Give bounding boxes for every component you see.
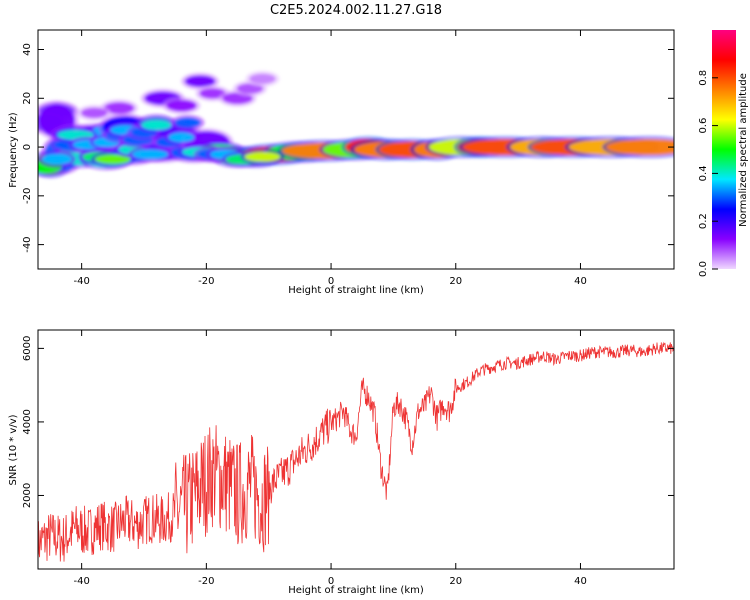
spectrogram-cell	[132, 149, 169, 160]
spectrogram-cell	[41, 153, 72, 165]
x-tick-label: 0	[328, 576, 334, 587]
colorbar-tick-label: 0.2	[698, 213, 709, 229]
snr-frame	[37, 329, 675, 570]
snr-marks	[38, 341, 674, 569]
x-tick-label: 40	[574, 576, 587, 587]
spectrogram-cell	[166, 100, 197, 112]
figure-title: C2E5.2024.002.11.27.G18	[270, 3, 442, 18]
spectrogram-cell	[81, 107, 108, 118]
x-tick-label: 20	[449, 576, 462, 587]
colorbar-tick-label: 0.4	[698, 165, 709, 181]
x-tick-label: 0	[328, 276, 334, 287]
spectrogram-marks	[38, 70, 674, 178]
spectrogram-cell	[185, 75, 216, 87]
spectrogram-x-label: Height of straight line (km)	[288, 285, 424, 296]
y-tick-label: -40	[22, 236, 33, 252]
colorbar-gradient	[712, 30, 736, 269]
snr-ticks: -40 -20 0 20 40 2000 4000 6000	[22, 330, 674, 587]
colorbar-tick-label: 0.8	[698, 70, 709, 86]
colorbar-label: Normalized spectral amplitude	[738, 73, 749, 227]
spectrogram-cell	[244, 151, 281, 162]
y-tick-label: -20	[22, 188, 33, 204]
y-tick-label: 20	[22, 92, 33, 105]
x-tick-label: -40	[73, 276, 89, 287]
y-tick-label: 0	[22, 144, 33, 150]
snr-y-label: SNR (10 * v/v)	[8, 414, 19, 485]
spectrogram-frame	[37, 29, 675, 270]
colorbar-tick-label: 0.6	[698, 118, 709, 134]
y-tick-label: 2000	[22, 483, 33, 508]
spectrogram-y-label: Frequency (Hz)	[8, 112, 19, 188]
spectrogram-cell	[168, 132, 195, 143]
colorbar-tick-label: 0.0	[698, 261, 709, 277]
snr-plot-area	[38, 330, 674, 569]
spectrogram-cell	[174, 117, 201, 128]
y-tick-label: 4000	[22, 409, 33, 434]
spectrogram-cell	[94, 154, 131, 165]
colorbar-ticks: 0.0 0.2 0.4 0.6 0.8	[698, 70, 718, 277]
snr-x-label: Height of straight line (km)	[288, 585, 424, 596]
x-tick-label: -20	[198, 576, 214, 587]
spectrogram-cell	[104, 102, 135, 114]
spectrogram-cell	[199, 88, 226, 99]
x-tick-label: 20	[449, 276, 462, 287]
spectrogram-cell	[249, 73, 276, 84]
x-tick-label: -20	[198, 276, 214, 287]
spectrogram-cell	[141, 120, 172, 131]
y-tick-label: 40	[22, 43, 33, 56]
spectrogram-cell	[606, 139, 674, 155]
x-tick-label: 40	[574, 276, 587, 287]
spectrogram-ticks: -40 -20 0 20 40 -40 -20 0 20 40	[22, 30, 674, 287]
snr-panel: -40 -20 0 20 40 2000 4000 6000 Height of straig…	[8, 329, 675, 596]
x-tick-label: -40	[73, 576, 89, 587]
colorbar: 0.0 0.2 0.4 0.6 0.8 Normalized spectral ampl…	[698, 30, 749, 277]
spectrogram-panel: -40 -20 0 20 40 -40 -20 0 20 40 Height of straigh…	[8, 29, 675, 296]
y-tick-label: 6000	[22, 336, 33, 361]
snr-series-line	[38, 341, 674, 569]
